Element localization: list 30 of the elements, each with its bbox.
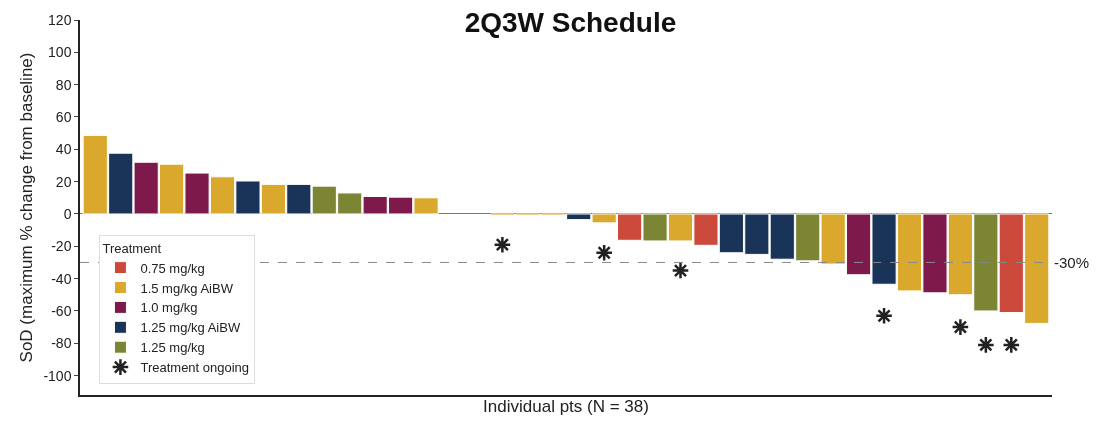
point	[875, 306, 894, 325]
x-axis-title: Individual pts (N = 38)	[483, 396, 649, 416]
y-tick-label: 40	[55, 141, 72, 158]
point	[1002, 335, 1021, 354]
legend-label: 0.75 mg/kg	[140, 260, 205, 276]
y-tick-label: -100	[43, 367, 72, 384]
y-tick-label: 100	[48, 44, 72, 61]
point	[951, 318, 970, 337]
legend-label: 1.0 mg/kg	[140, 300, 198, 316]
point	[976, 335, 995, 354]
chart-title: 2Q3W Schedule	[464, 7, 677, 39]
legend-label: 1.25 mg/kg	[140, 340, 205, 356]
y-tick-label: 80	[55, 76, 72, 93]
y-tick-label: 60	[55, 108, 72, 125]
y-tick-label: 120	[48, 11, 72, 28]
y-tick-label: -80	[51, 335, 72, 352]
point	[595, 243, 614, 262]
y-tick-label: -40	[51, 270, 72, 287]
legend-label: 1.25 mg/kg AiBW	[140, 320, 241, 336]
legend-label: Treatment ongoing	[140, 360, 250, 376]
legend-title: Treatment	[102, 240, 162, 256]
ref-line-label: -30%	[1054, 254, 1090, 271]
y-tick-label: 0	[63, 205, 72, 222]
y-axis-title: SoD (maximum % change from baseline)	[17, 52, 37, 363]
point	[671, 261, 690, 280]
y-tick-label: -20	[51, 238, 72, 255]
point	[493, 235, 512, 254]
y-tick-label: 20	[55, 173, 72, 190]
legend-label: 1.5 mg/kg AiBW	[140, 280, 234, 296]
y-tick-label: -60	[51, 302, 72, 319]
